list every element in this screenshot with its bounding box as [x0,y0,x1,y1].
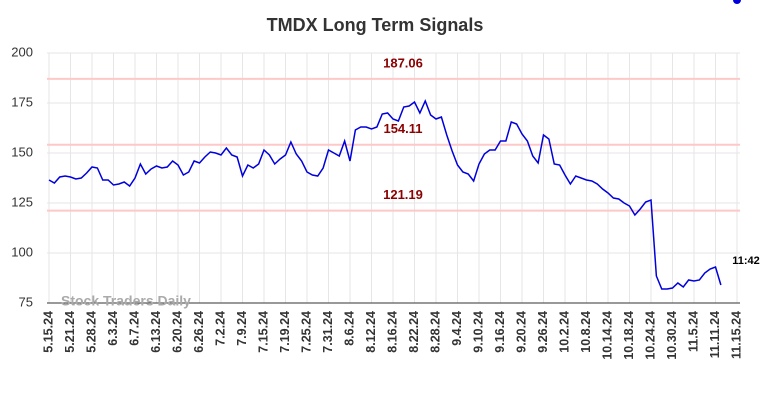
x-tick-label: 7.9.24 [235,311,249,346]
chart-title: TMDX Long Term Signals [267,15,484,35]
x-tick-label: 6.26.24 [192,311,206,353]
x-tick-label: 7.31.24 [321,311,335,353]
last-time: 11:42 [732,255,760,267]
x-tick-label: 10.24.24 [643,311,657,360]
x-tick-label: 11.11.24 [708,311,722,358]
y-tick-label: 75 [19,294,33,309]
x-tick-label: 8.22.24 [407,311,421,353]
x-tick-label: 7.2.24 [213,311,227,346]
x-tick-label: 8.16.24 [385,311,399,353]
x-tick-label: 6.3.24 [106,311,120,346]
x-tick-label: 6.7.24 [127,311,141,346]
x-tick-label: 8.12.24 [364,311,378,353]
x-tick-label: 5.21.24 [63,311,77,353]
x-tick-label: 9.20.24 [514,311,528,353]
y-tick-label: 200 [11,44,33,59]
x-tick-label: 11.15.24 [729,311,743,359]
x-tick-label: 10.2.24 [557,311,571,353]
reference-label: 121.19 [383,187,423,202]
x-tick-label: 7.15.24 [256,311,270,353]
x-tick-label: 9.26.24 [536,311,550,353]
x-tick-label: 10.8.24 [579,311,593,353]
reference-label: 154.11 [383,121,422,136]
watermark: Stock Traders Daily [61,293,191,309]
x-tick-label: 7.25.24 [299,311,313,353]
x-tick-label: 10.14.24 [600,311,614,360]
reference-label: 187.06 [383,55,423,70]
x-tick-label: 9.10.24 [471,311,485,353]
x-tick-label: 7.19.24 [278,311,292,353]
x-tick-label: 8.6.24 [342,311,356,346]
x-tick-label: 9.16.24 [493,311,507,353]
x-tick-label: 10.30.24 [665,311,679,360]
x-tick-label: 10.18.24 [622,311,636,360]
x-tick-label: 6.20.24 [170,311,184,353]
y-tick-label: 125 [11,194,33,209]
x-tick-label: 6.13.24 [149,311,163,353]
y-tick-label: 100 [11,244,33,259]
x-tick-label: 8.28.24 [428,311,442,353]
x-tick-label: 5.28.24 [84,311,98,353]
price-line [48,99,722,290]
x-tick-label: 11.5.24 [686,311,700,352]
y-tick-label: 150 [11,144,33,159]
x-tick-label: 5.15.24 [41,311,55,353]
x-tick-label: 9.4.24 [450,311,464,346]
last-point [733,0,741,4]
y-tick-label: 175 [11,94,33,109]
